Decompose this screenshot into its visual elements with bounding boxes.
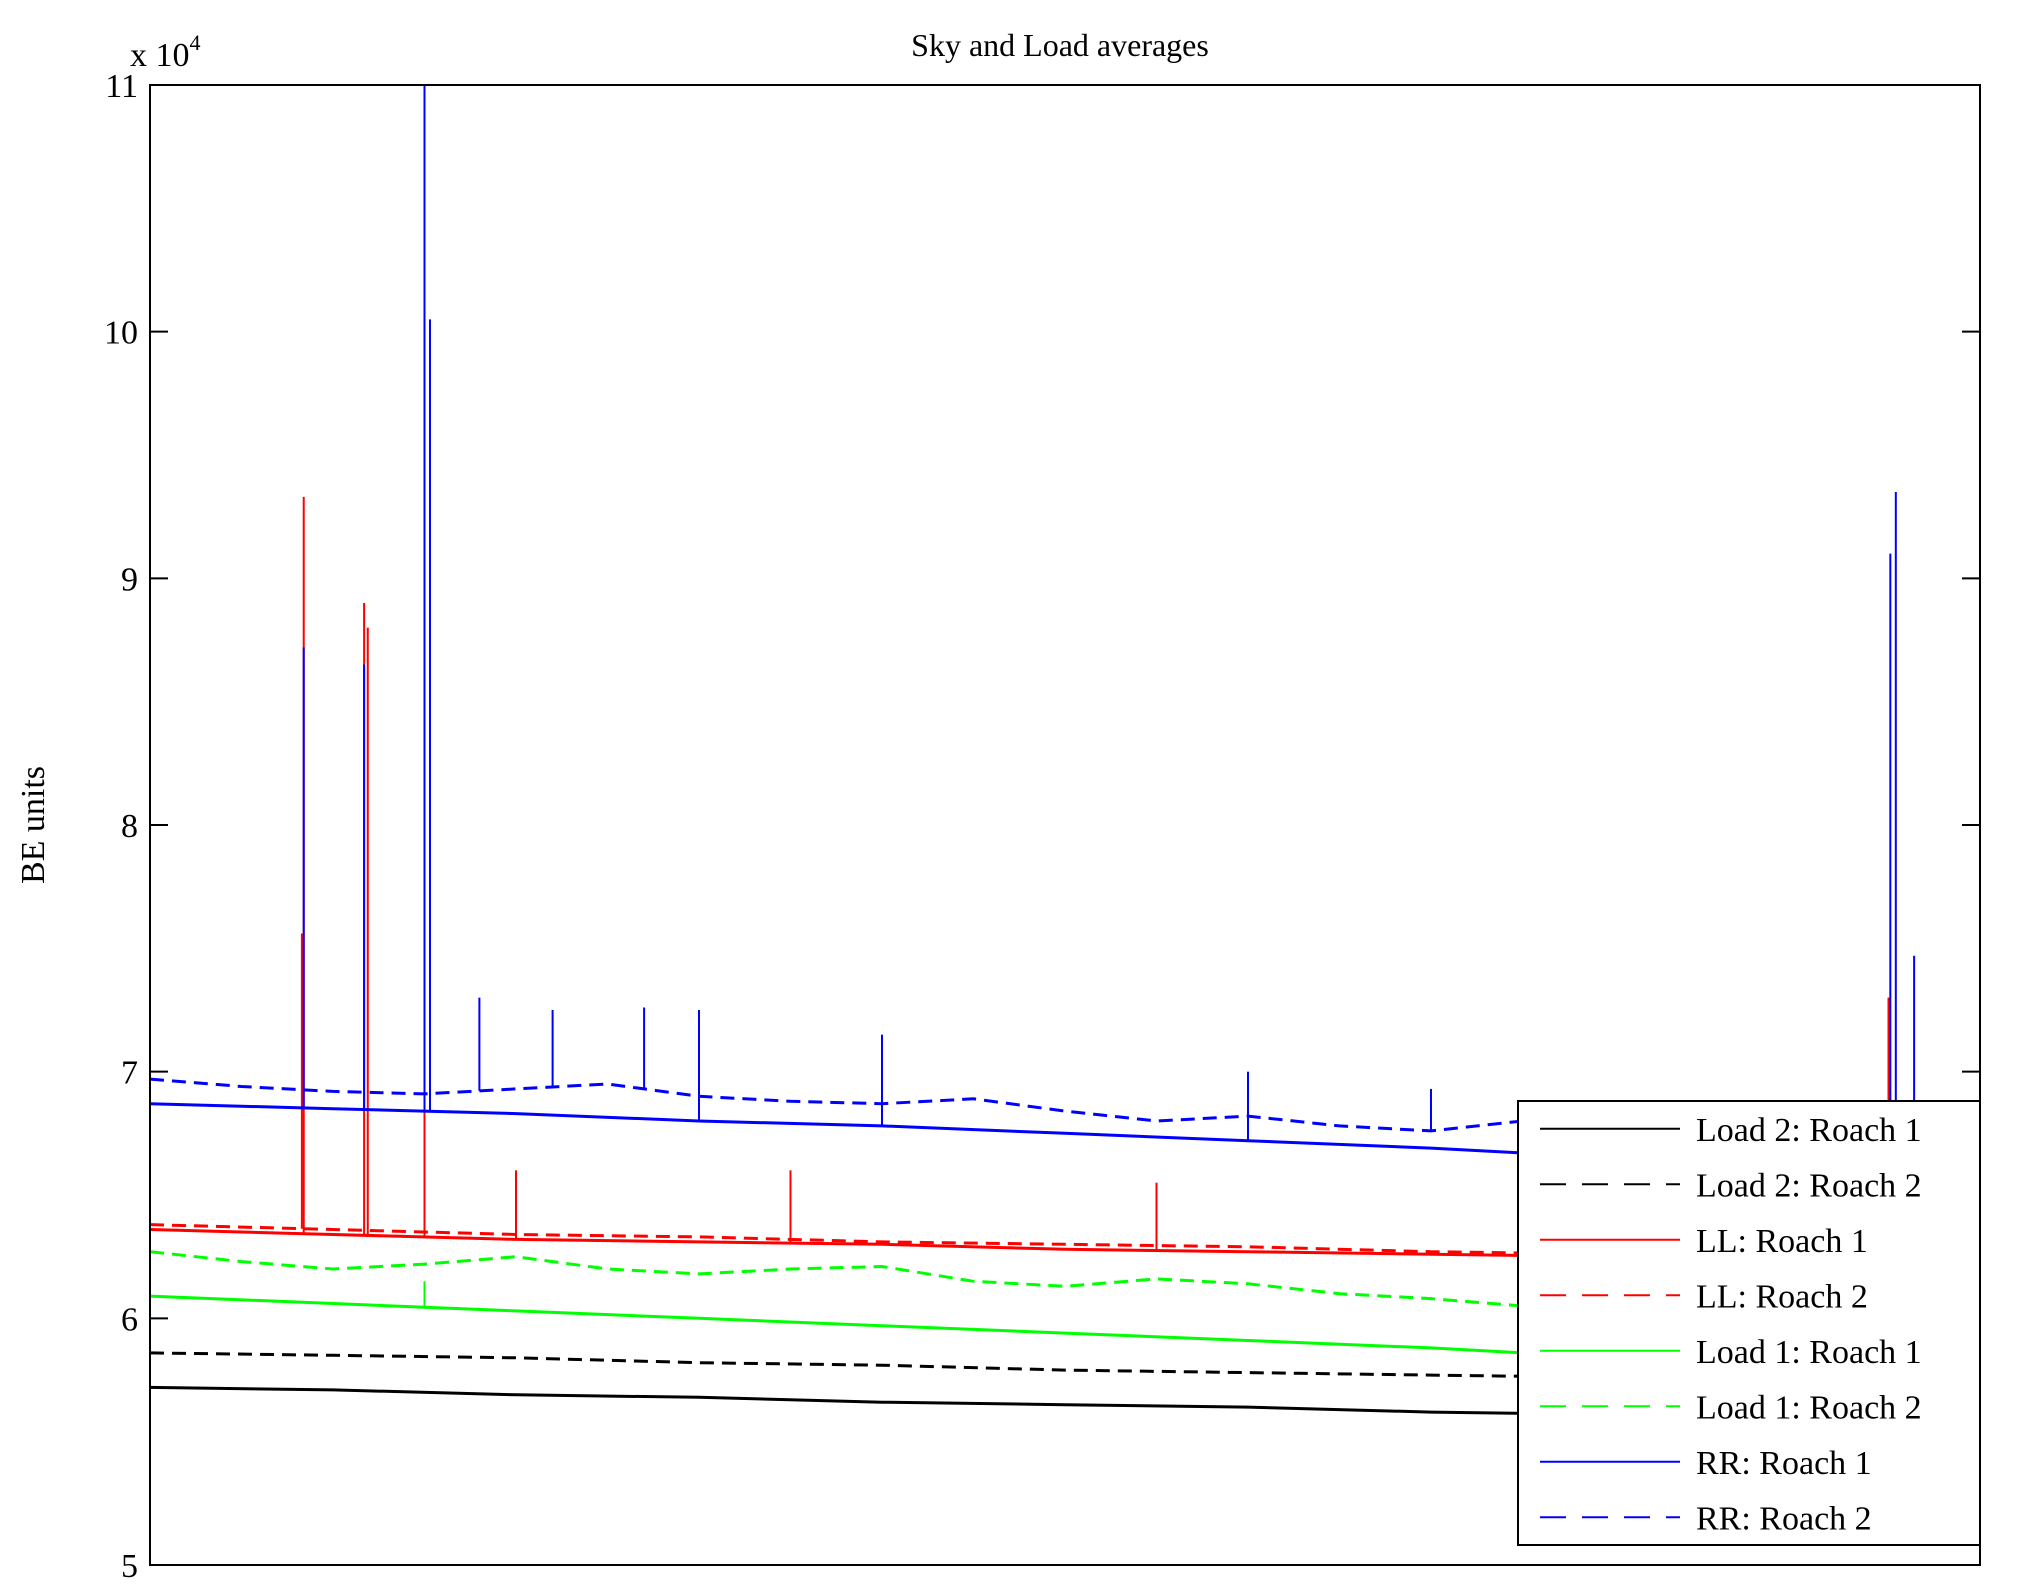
legend-label: RR: Roach 1 — [1696, 1445, 1872, 1482]
legend-label: Load 2: Roach 1 — [1696, 1112, 1922, 1149]
legend-label: RR: Roach 2 — [1696, 1500, 1872, 1537]
legend-label: Load 2: Roach 2 — [1696, 1167, 1922, 1204]
y-axis-multiplier-exponent: 4 — [190, 30, 201, 55]
y-axis-multiplier-base: x 10 — [130, 37, 190, 74]
y-tick-label: 11 — [105, 68, 138, 105]
chart-title: Sky and Load averages — [911, 27, 1209, 63]
legend-box — [1517, 1100, 1981, 1546]
y-tick-label: 9 — [121, 561, 138, 598]
legend-label: LL: Roach 1 — [1696, 1223, 1868, 1260]
legend-label: LL: Roach 2 — [1696, 1278, 1868, 1315]
legend-label: Load 1: Roach 2 — [1696, 1389, 1922, 1426]
y-tick-label: 8 — [121, 808, 138, 845]
legend-label: Load 1: Roach 1 — [1696, 1334, 1922, 1371]
y-tick-label: 6 — [121, 1301, 138, 1338]
y-axis-multiplier: x 104 — [130, 30, 201, 74]
y-axis-label: BE units — [15, 766, 52, 884]
y-tick-label: 10 — [104, 315, 138, 352]
y-tick-label: 5 — [121, 1548, 138, 1585]
y-tick-label: 7 — [121, 1055, 138, 1092]
legend: Load 2: Roach 1 Load 2: Roach 2 LL: Roach … — [1517, 1100, 1981, 1546]
